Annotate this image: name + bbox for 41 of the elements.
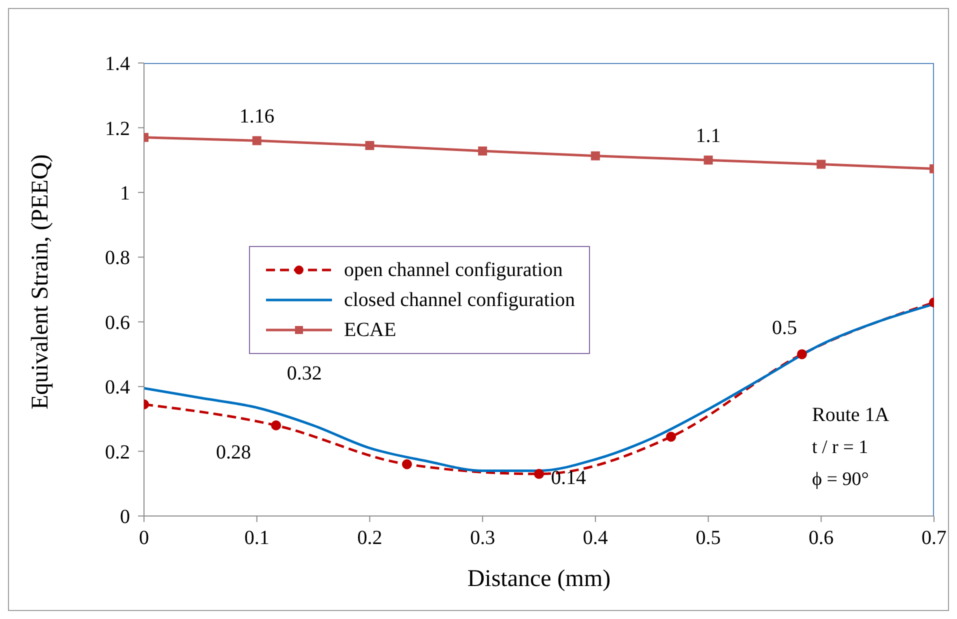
y-tick-label: 0.2 — [105, 441, 130, 464]
point — [402, 459, 412, 470]
annotation: 0.5 — [772, 317, 797, 340]
annotation: 1.16 — [239, 106, 274, 128]
point — [704, 156, 713, 165]
point — [534, 468, 544, 479]
y-tick-label: 1 — [120, 182, 130, 205]
y-tick-label: 1.2 — [105, 118, 130, 140]
x-tick-label: 0.3 — [470, 527, 496, 550]
y-tick-label: 1.4 — [105, 53, 130, 76]
y-axis-title: Equivalent Strain, (PEEQ) — [28, 154, 54, 410]
point — [365, 141, 374, 150]
annotation: t / r = 1 — [812, 437, 868, 458]
legend-label: closed channel configuration — [344, 288, 576, 312]
annotation: ϕ = 90° — [812, 469, 869, 490]
x-tick-label: 0.4 — [582, 527, 608, 550]
legend-label: ECAE — [344, 318, 396, 342]
x-axis-title: Distance (mm) — [467, 566, 611, 592]
y-tick-label: 0.6 — [105, 312, 130, 334]
point — [796, 349, 807, 360]
point — [590, 151, 600, 160]
x-tick-label: 0.5 — [696, 527, 721, 550]
x-tick-label: 0.7 — [922, 527, 946, 550]
annotation: 0.32 — [286, 362, 322, 385]
x-tick-label: 0.6 — [808, 527, 834, 550]
point — [271, 420, 282, 430]
annotation: 1.1 — [696, 125, 721, 148]
x-tick-label: 0.2 — [357, 527, 382, 550]
point — [816, 160, 826, 169]
y-tick-label: 0 — [120, 506, 130, 528]
legend-label: open channel configuration — [344, 258, 563, 282]
y-tick-label: 0.8 — [105, 247, 130, 270]
annotation: Route 1A — [812, 404, 890, 426]
x-tick-label: 0.1 — [244, 527, 270, 550]
annotation: 0.28 — [216, 441, 252, 464]
point — [666, 432, 676, 442]
annotation: 0.14 — [551, 466, 586, 489]
point — [478, 146, 488, 156]
x-tick-label: 0 — [139, 527, 149, 550]
point — [252, 136, 262, 146]
y-tick-label: 0.4 — [105, 376, 130, 399]
